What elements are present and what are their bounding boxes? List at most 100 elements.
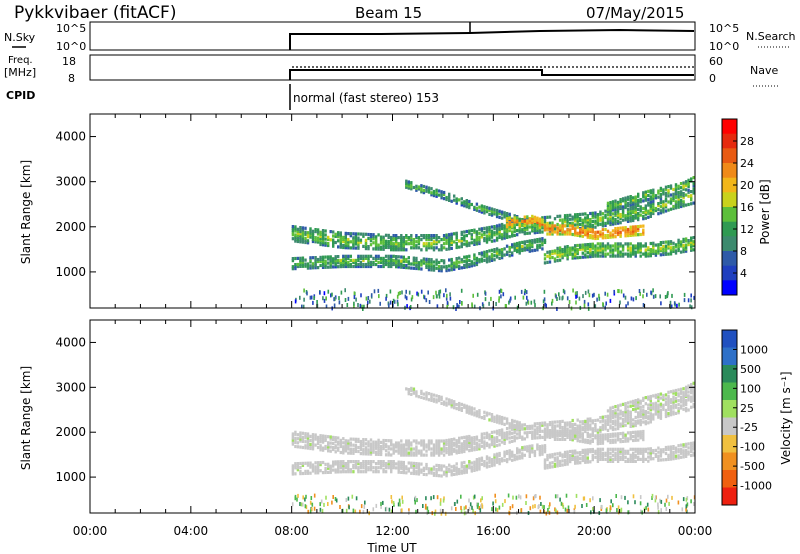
scatter-cell [614, 447, 617, 451]
scatter-cell [690, 244, 693, 248]
scatter-cell [301, 228, 305, 232]
scatter-cell [319, 236, 322, 240]
scatter-cell [624, 404, 627, 408]
scatter-cell [692, 201, 695, 205]
scatter-cell [629, 416, 632, 420]
scatter-cell [609, 233, 612, 237]
scatter-cell [505, 252, 509, 256]
scatter-cell [594, 232, 597, 237]
scatter-cell [407, 388, 410, 392]
scatter-cell [470, 233, 473, 237]
scatter-cell [690, 240, 693, 244]
scatter-cell [342, 462, 345, 466]
scatter-cell [327, 235, 330, 239]
scatter-cell [624, 242, 627, 246]
scatter-cell [551, 465, 554, 469]
scatter-cell [379, 247, 383, 251]
scatter-cell [611, 413, 615, 418]
scatter-cell [291, 257, 295, 261]
scatter-cell [551, 249, 554, 253]
ground-speckle [443, 293, 445, 298]
scatter-cell [561, 232, 564, 236]
scatter-cell [372, 460, 375, 464]
scatter-cell [442, 402, 446, 406]
scatter-cell [495, 452, 499, 456]
scatter-cell [604, 254, 607, 258]
scatter-cell [659, 241, 663, 245]
scatter-cell [344, 439, 347, 443]
scatter-cell [601, 228, 605, 232]
scatter-cell [332, 435, 335, 439]
scatter-cell [337, 464, 340, 468]
scatter-cell [652, 245, 655, 249]
scatter-cell [596, 219, 600, 223]
scatter-cell [586, 440, 589, 445]
scatter-cell [528, 231, 531, 235]
scatter-cell [468, 264, 471, 269]
scatter-cell [379, 237, 383, 241]
scatter-cell [513, 437, 516, 441]
ground-speckle [604, 291, 606, 296]
scatter-cell [637, 449, 640, 453]
ground-speckle [555, 294, 557, 299]
scatter-cell [619, 440, 622, 444]
scatter-cell [513, 216, 516, 220]
scatter-cell [584, 247, 587, 251]
scatter-cell [629, 447, 632, 451]
scatter-cell [392, 236, 395, 240]
scatter-cell [523, 240, 526, 244]
scatter-cell [478, 447, 481, 451]
scatter-cell [536, 218, 539, 222]
scatter-cell [692, 389, 695, 393]
scatter-cell [571, 215, 574, 219]
scatter-cell [543, 238, 547, 242]
scatter-cell [677, 246, 680, 250]
scatter-cell [495, 226, 499, 230]
ground-speckle [592, 496, 594, 501]
scatter-cell [692, 184, 695, 188]
scatter-cell [458, 407, 461, 412]
scatter-cell [453, 400, 456, 404]
scatter-cell [309, 446, 312, 451]
scatter-cell [500, 434, 504, 438]
ground-speckle [652, 294, 655, 299]
scatter-cell [432, 234, 436, 238]
scatter-cell [571, 252, 574, 256]
ground-speckle [669, 304, 672, 309]
ground-speckle [294, 299, 297, 304]
scatter-cell [493, 438, 496, 442]
scatter-cell [551, 228, 554, 232]
scatter-cell [291, 468, 295, 472]
scatter-cell [692, 396, 695, 401]
scatter-cell [674, 200, 678, 204]
scatter-cell [435, 266, 438, 270]
scatter-cell [473, 261, 476, 265]
scatter-cell [609, 440, 612, 445]
scatter-cell [569, 252, 572, 256]
scatter-cell [382, 464, 385, 468]
scatter-cell [354, 466, 358, 470]
ground-speckle [657, 505, 659, 510]
scatter-cell [465, 234, 468, 238]
ground-speckle [427, 509, 430, 514]
scatter-cell [397, 441, 400, 445]
scatter-cell [397, 470, 400, 474]
scatter-cell [538, 228, 542, 232]
scatter-cell [410, 262, 413, 266]
scatter-cell [652, 243, 655, 247]
scatter-cell [503, 454, 506, 458]
scatter-cell [619, 204, 622, 208]
scatter-cell [359, 256, 363, 260]
scatter-cell [543, 431, 547, 435]
scatter-cell [463, 447, 466, 452]
scatter-cell [558, 429, 562, 433]
scatter-cell [387, 243, 390, 248]
scatter-cell [634, 244, 637, 248]
scatter-cell [485, 455, 489, 459]
scatter-cell [352, 437, 355, 441]
scatter-cell [516, 432, 519, 436]
scatter-cell [490, 417, 494, 421]
scatter-cell [460, 408, 463, 412]
scatter-cell [616, 427, 620, 431]
scatter-cell [692, 453, 695, 457]
